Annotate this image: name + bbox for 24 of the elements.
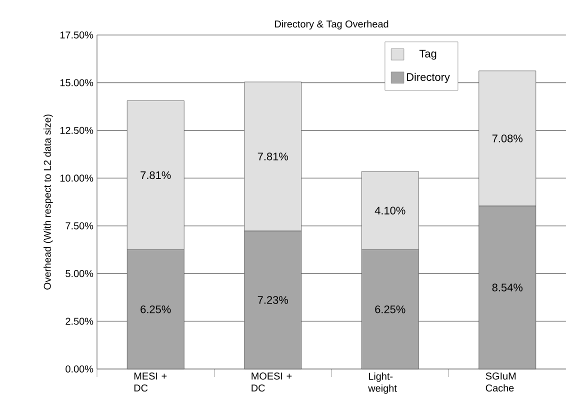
y-tick-label: 17.50% bbox=[60, 31, 94, 39]
data-label: 7.23% bbox=[258, 296, 288, 304]
data-label: 7.08% bbox=[492, 134, 523, 142]
y-tick-label: 5.00% bbox=[66, 270, 94, 278]
x-tick-label: MOESI + DC bbox=[252, 372, 292, 392]
data-label: 7.81% bbox=[258, 152, 288, 160]
y-tick-label: 10.00% bbox=[60, 174, 94, 182]
x-tick-label: SGIuM Cache bbox=[486, 372, 516, 392]
y-tick-label: 2.50% bbox=[66, 318, 94, 325]
y-tick-label: 15.00% bbox=[60, 79, 94, 86]
y-tick-label: 0.00% bbox=[66, 365, 94, 373]
data-label: 4.10% bbox=[374, 206, 406, 214]
data-label: 8.54% bbox=[492, 284, 523, 292]
data-label: 6.25% bbox=[140, 305, 171, 314]
data-label: 7.81% bbox=[140, 171, 171, 180]
x-tick-label: Light-weight bbox=[368, 372, 397, 394]
data-label: 6.25% bbox=[375, 305, 406, 314]
y-axis-title: Overhead (With respect to L2 data size) bbox=[44, 114, 53, 290]
chart-title: Directory & Tag Overhead bbox=[275, 20, 388, 30]
legend-label: Tag bbox=[419, 50, 436, 60]
x-tick-label: MESI + DC bbox=[134, 372, 167, 392]
legend-label: Directory bbox=[407, 72, 450, 84]
y-tick-label: 7.50% bbox=[66, 222, 94, 230]
y-tick-label: 12.50% bbox=[60, 126, 94, 134]
